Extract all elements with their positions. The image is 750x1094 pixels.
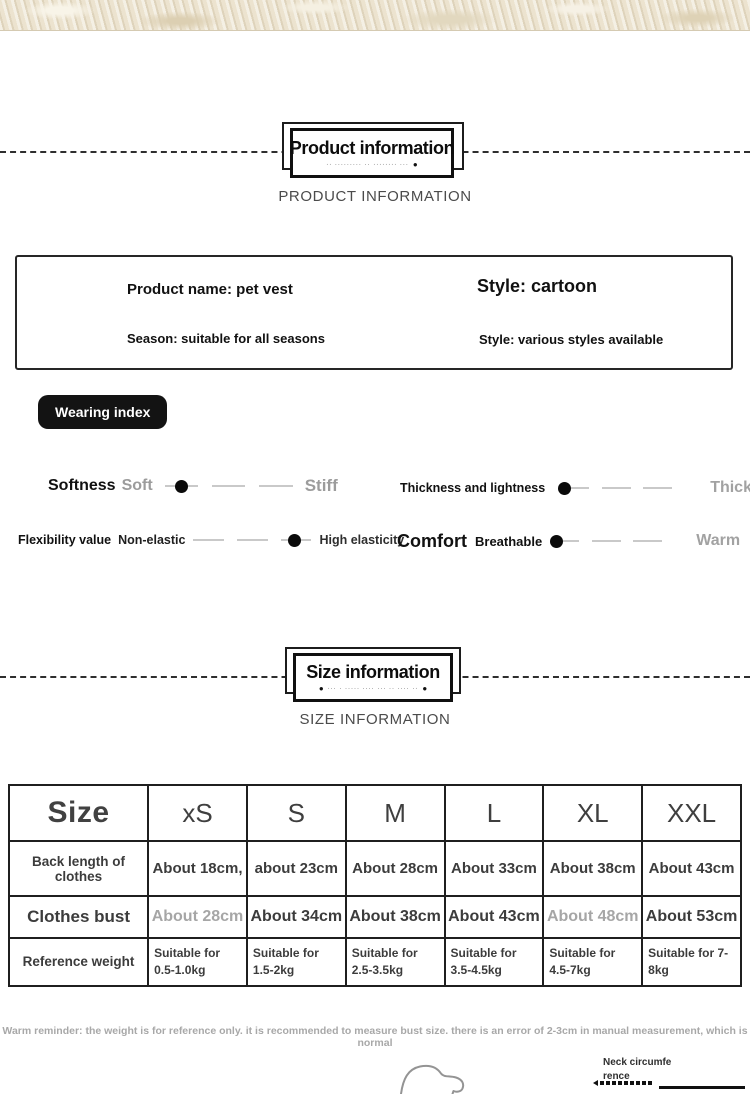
slider-softness: Softness Soft Stiff [48,476,338,495]
product-style2-text: Style: various styles available [479,332,664,347]
softness-track [164,479,293,493]
table-cell: About 34cm [245,895,347,939]
table-cell: Suitable for 0.5-1.0kg [147,937,248,987]
col-header-xs: xS [147,784,248,842]
row-label: Back length of clothes [7,840,150,897]
bullet-dot-icon: ● [412,159,418,169]
table-cell: About 18cm, [147,840,248,897]
comfort-start-label: Breathable [475,533,543,549]
product-info-box: Product name: pet vest Style: cartoon Se… [15,255,733,370]
size-information-title-box: Size information ● ··· · ····· ···· ··· … [285,645,465,707]
product-season-text: Season: suitable for all seasons [127,331,325,346]
neck-circumference-label: Neck circumfe rence [603,1057,672,1082]
slider-flexibility: Flexibility value Non-elastic High elast… [18,532,404,548]
thickness-end-label: Thick [710,479,750,496]
col-header-xxl: XXL [641,784,742,842]
size-section-subtitle: SIZE INFORMATION [299,711,451,728]
table-cell: About 38cm [542,840,644,897]
track-segment [633,540,663,542]
thickness-indicator-dot [557,482,571,495]
col-header-m: M [344,784,446,842]
table-cell: Suitable for 2.5-3.5kg [344,937,446,987]
dog-head-outline-drawing [400,1064,465,1094]
slider-thickness: Thickness and lightness Thick [400,479,750,496]
row-label: Clothes bust [7,895,150,939]
softness-end-label: Stiff [304,476,338,495]
table-cell: about 23cm [245,840,347,897]
softness-label: Softness [48,477,116,494]
softness-start-label: Soft [121,477,153,494]
table-cell: About 48cm [542,895,644,939]
table-cell: Suitable for 4.5-7kg [542,937,644,987]
col-header-s: S [245,784,347,842]
row-label: Reference weight [7,937,150,987]
table-cell: About 33cm [443,840,545,897]
table-cell: Suitable for 7-8kg [641,937,742,987]
flexibility-track [193,533,312,547]
thickness-track [557,481,673,495]
table-cell: Suitable for 1.5-2kg [245,937,347,987]
track-segment [237,539,268,541]
table-row-reference-weight: Reference weight Suitable for 0.5-1.0kg … [7,937,742,987]
decorative-microtext: ·· ········· ·· ········ ··· [326,161,409,168]
size-section-title: Size information [306,662,440,682]
comfort-label: Comfort [397,530,467,551]
track-segment [193,539,225,541]
table-row-back-length: Back length of clothes About 18cm, about… [7,840,742,897]
thickness-label: Thickness and lightness [400,481,546,495]
comfort-track [549,534,663,548]
product-section-title: Product information [289,137,455,158]
neck-measure-dashed-line [593,1080,652,1086]
wearing-index-badge: Wearing index [38,395,168,429]
track-segment [560,487,590,489]
bullet-dot-icon: ● [318,684,324,693]
slider-comfort: Comfort Breathable Warm [397,530,741,551]
table-header-row: Size xS S M L XL XXL [7,784,742,842]
arrow-left-icon [593,1080,598,1086]
warm-reminder-text: Warm reminder: the weight is for referen… [2,1025,748,1049]
table-row-clothes-bust: Clothes bust About 28cm About 34cm About… [7,895,742,939]
bullet-dot-icon: ● [422,684,428,693]
table-cell: About 43cm [443,895,545,939]
col-header-xl: XL [542,784,644,842]
track-segment [591,540,621,542]
flexibility-start-label: Non-elastic [118,533,186,547]
flexibility-end-label: High elasticity [319,533,405,547]
table-cell: About 43cm [641,840,742,897]
title-microtext-row: ·· ········· ·· ········ ··· ● [326,159,418,169]
track-segment [212,485,246,487]
table-cell: About 28cm [147,895,248,939]
track-segment [259,485,293,487]
track-segment [601,487,631,489]
size-table: Size xS S M L XL XXL Back length of clot… [7,784,742,987]
softness-indicator-dot [175,480,189,493]
product-section-subtitle: PRODUCT INFORMATION [278,188,472,205]
title-microtext-row: ● ··· · ····· ···· ··· ·· ···· ·· ● [319,685,427,693]
comfort-indicator-dot [549,535,563,548]
table-cell: Suitable for 3.5-4.5kg [443,937,545,987]
product-name-text: Product name: pet vest [127,281,293,298]
title-box-inner-frame: Size information ● ··· · ····· ···· ··· … [293,653,453,702]
comfort-end-label: Warm [696,532,741,549]
col-header-size: Size [7,784,150,842]
table-cell: About 38cm [344,895,446,939]
table-cell: About 53cm [641,895,742,939]
track-segment [550,540,580,542]
plush-rug-photo [0,0,750,31]
neck-measure-solid-line [659,1086,745,1089]
col-header-l: L [443,784,545,842]
title-box-inner-frame: Product information ·· ········· ·· ····… [289,128,455,178]
track-segment [643,487,673,489]
flexibility-indicator-dot [287,534,301,547]
table-cell: About 28cm [344,840,446,897]
product-information-title-box: Product information ·· ········· ·· ····… [282,120,468,184]
product-style-text: Style: cartoon [477,276,598,296]
decorative-microtext: ··· · ····· ···· ··· ·· ···· ·· [327,686,419,692]
flexibility-label: Flexibility value [18,533,112,547]
